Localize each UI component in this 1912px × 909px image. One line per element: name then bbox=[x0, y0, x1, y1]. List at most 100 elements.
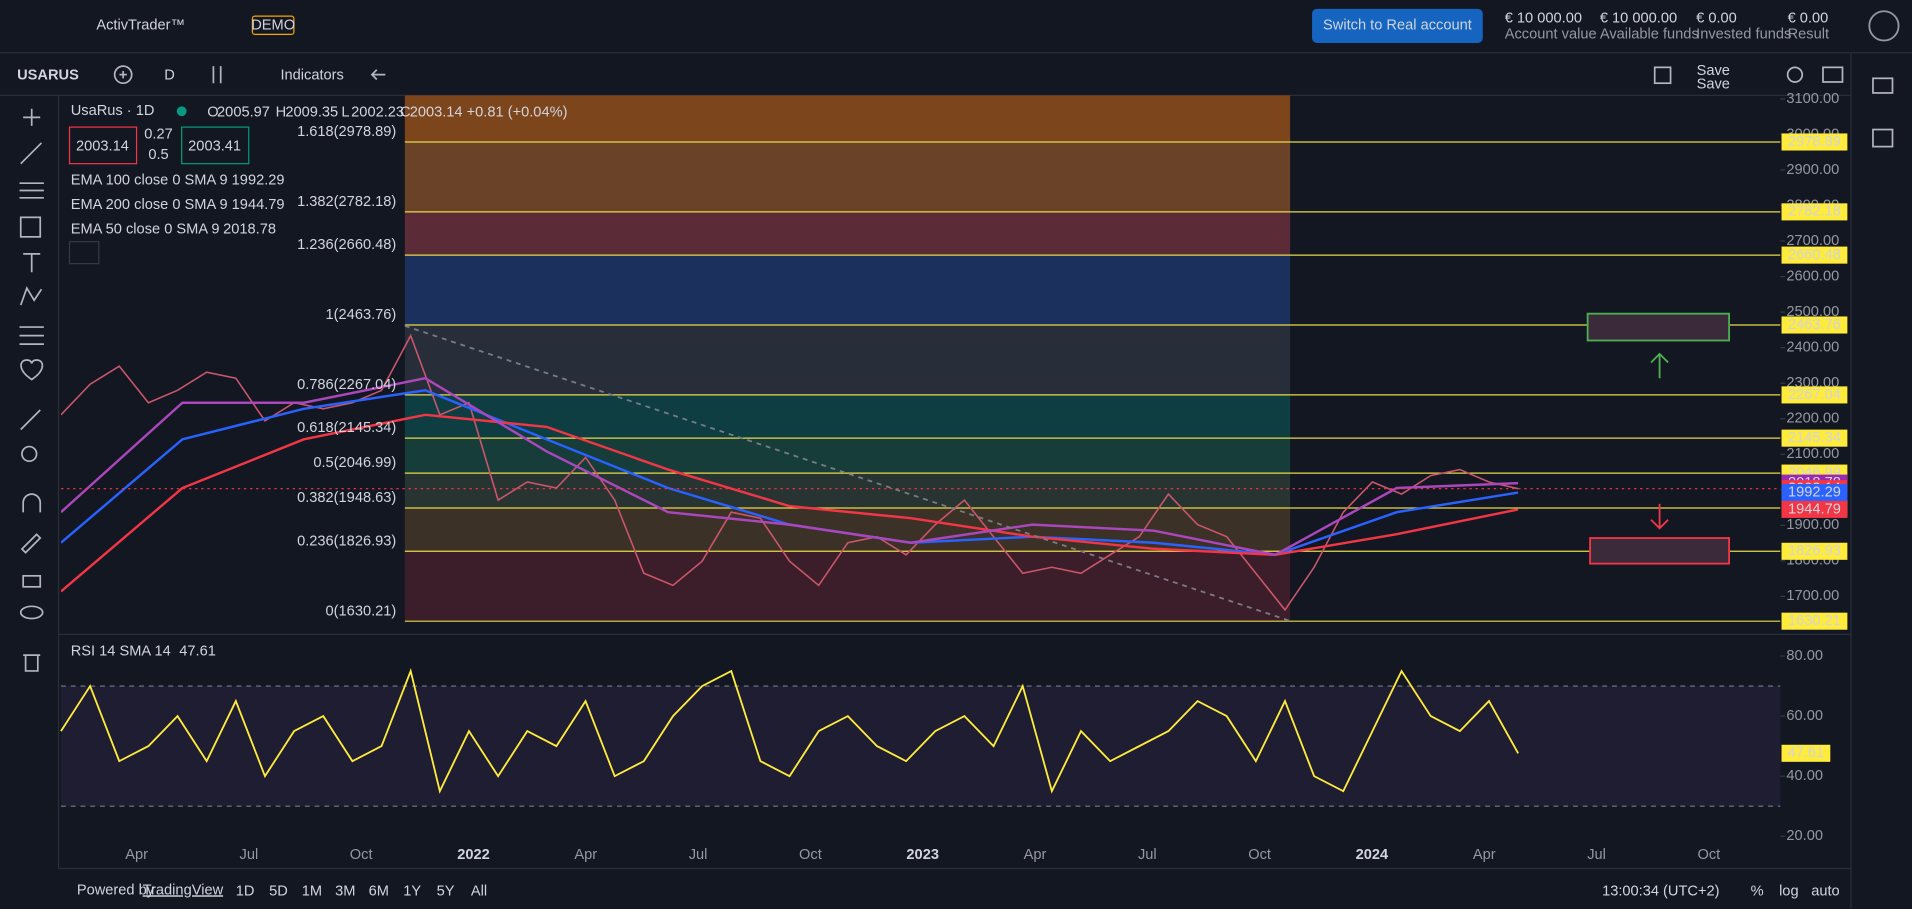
symbol[interactable]: USARUS bbox=[17, 68, 79, 84]
range-button[interactable]: 1M bbox=[302, 884, 322, 900]
x-tick-label: Jul bbox=[1138, 847, 1157, 863]
ruler-tool[interactable] bbox=[20, 409, 41, 431]
line-tool[interactable] bbox=[20, 142, 43, 165]
save-sub: Save bbox=[1697, 76, 1730, 92]
cta-button[interactable] bbox=[1312, 8, 1483, 43]
settings[interactable] bbox=[1786, 66, 1804, 83]
cta-label[interactable]: Switch to Real account bbox=[1323, 18, 1472, 34]
shape-tool[interactable] bbox=[19, 216, 42, 238]
lot: 0.5 bbox=[148, 147, 168, 163]
price-box-label: 47.61 bbox=[1788, 745, 1825, 761]
y-tick-label: 2400.00 bbox=[1786, 340, 1839, 356]
fib-label: 0.5(2046.99) bbox=[313, 455, 396, 471]
buy-box[interactable] bbox=[181, 126, 250, 165]
indicators[interactable]: Indicators bbox=[280, 68, 343, 84]
undo[interactable] bbox=[370, 69, 386, 81]
price-box bbox=[1781, 483, 1848, 502]
top-bar bbox=[0, 0, 1912, 53]
avatar[interactable] bbox=[1868, 10, 1900, 42]
log-toggle[interactable]: log bbox=[1779, 884, 1799, 900]
fib-zone bbox=[404, 438, 1291, 474]
link[interactable]: TradingView bbox=[143, 882, 224, 898]
text-tool[interactable] bbox=[23, 253, 41, 273]
price-box-label: 1944.79 bbox=[1788, 501, 1841, 517]
lock-tool[interactable] bbox=[22, 574, 42, 588]
range-button[interactable]: 6M bbox=[369, 884, 389, 900]
range-button[interactable]: 1Y bbox=[403, 884, 421, 900]
pattern-tool[interactable] bbox=[19, 286, 43, 306]
watchlist-icon[interactable] bbox=[1872, 77, 1894, 94]
y-tick-label: 60.00 bbox=[1786, 708, 1823, 724]
price-box-label: 2782.18 bbox=[1788, 204, 1841, 220]
bid[interactable]: 2003.14 bbox=[76, 138, 129, 154]
screenshot[interactable] bbox=[1822, 66, 1844, 83]
ohlc-value: 2009.35 bbox=[285, 104, 338, 120]
percent-toggle[interactable]: % bbox=[1751, 884, 1764, 900]
range-button[interactable]: 5Y bbox=[437, 884, 455, 900]
add-symbol[interactable] bbox=[113, 65, 133, 85]
delete-tool[interactable] bbox=[23, 654, 41, 672]
ohlc-value: 2002.23 bbox=[351, 104, 404, 120]
ohlc-value: 2003.14 +0.81 (+0.04%) bbox=[410, 104, 568, 120]
price-box-label: 2463.76 bbox=[1788, 317, 1841, 333]
hide-tool[interactable] bbox=[19, 605, 44, 620]
price-box-label: 2145.34 bbox=[1788, 430, 1841, 446]
fib-label: 1.236(2660.48) bbox=[297, 237, 396, 253]
zoom-tool[interactable] bbox=[21, 445, 38, 463]
price-box-label: 1992.29 bbox=[1788, 484, 1841, 500]
ohlc-key: H bbox=[276, 104, 287, 120]
stat-value: € 10 000.00 bbox=[1600, 10, 1677, 26]
price-box bbox=[1781, 542, 1848, 560]
target-box bbox=[1586, 312, 1731, 342]
save[interactable]: Save bbox=[1697, 63, 1730, 79]
auto-toggle[interactable]: auto bbox=[1811, 884, 1839, 900]
news-icon[interactable] bbox=[1872, 128, 1894, 148]
stat-value: € 10 000.00 bbox=[1505, 10, 1582, 26]
range-button[interactable]: 5D bbox=[269, 884, 288, 900]
status-dot bbox=[176, 106, 187, 117]
price-box bbox=[1781, 133, 1848, 151]
spread: 0.27 bbox=[144, 126, 172, 142]
fib-label: 0.382(1948.63) bbox=[297, 490, 396, 506]
fib-label: 0.786(2267.04) bbox=[297, 377, 396, 393]
fib-tool[interactable] bbox=[19, 182, 44, 199]
forecast-tool[interactable] bbox=[19, 326, 44, 345]
stat-value: € 0.00 bbox=[1696, 10, 1737, 26]
fib-label: 0(1630.21) bbox=[326, 603, 397, 619]
labels: ActivTrader™ DEMO Switch to Real account € … bbox=[17, 10, 1848, 900]
x-tick-label: Apr bbox=[574, 847, 597, 863]
fib-zone bbox=[404, 211, 1291, 256]
price-box-label: 1826.93 bbox=[1788, 543, 1841, 559]
cross-tool[interactable] bbox=[23, 108, 41, 126]
price-box bbox=[1781, 386, 1848, 404]
fib-zone bbox=[404, 551, 1291, 622]
x-tick-label: 2023 bbox=[906, 847, 939, 863]
rsi-label: RSI 14 SMA 14 bbox=[71, 643, 171, 659]
chart-style[interactable] bbox=[212, 66, 222, 84]
y-tick-label: 2900.00 bbox=[1786, 162, 1839, 178]
y-tick-label: 2100.00 bbox=[1786, 446, 1839, 462]
powered-by: Powered by bbox=[77, 882, 155, 898]
x-tick-label: Jul bbox=[1587, 847, 1606, 863]
range-button[interactable]: 3M bbox=[335, 884, 355, 900]
sell-box[interactable] bbox=[68, 126, 138, 165]
stat-label: Invested funds bbox=[1696, 26, 1791, 42]
demo-badge bbox=[251, 15, 295, 36]
fib-zone bbox=[404, 508, 1291, 552]
interval[interactable]: D bbox=[164, 68, 175, 84]
ask[interactable]: 2003.41 bbox=[188, 138, 241, 154]
y-tick-label: 2600.00 bbox=[1786, 268, 1839, 284]
rsi-value: 47.61 bbox=[179, 643, 216, 659]
favorite-tool[interactable] bbox=[20, 359, 44, 381]
fib-label: 0.236(1826.93) bbox=[297, 533, 396, 549]
lock-draw-tool[interactable] bbox=[20, 533, 42, 554]
range-button[interactable]: 1D bbox=[236, 884, 255, 900]
collapse-legend[interactable] bbox=[68, 241, 100, 265]
range-button[interactable]: All bbox=[471, 884, 487, 900]
magnet-tool[interactable] bbox=[22, 493, 42, 513]
y-tick-label: 80.00 bbox=[1786, 648, 1823, 664]
layout-toggle[interactable] bbox=[1653, 66, 1672, 85]
